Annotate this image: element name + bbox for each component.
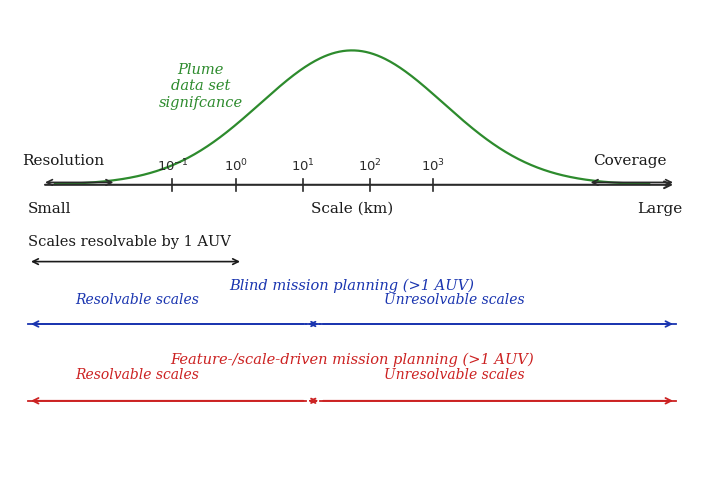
Text: Scales resolvable by 1 AUV: Scales resolvable by 1 AUV	[28, 235, 231, 250]
Text: Small: Small	[28, 202, 72, 216]
Text: $10^{-1}$: $10^{-1}$	[156, 157, 189, 174]
Text: $10^{2}$: $10^{2}$	[358, 157, 382, 174]
Text: Resolvable scales: Resolvable scales	[75, 368, 199, 382]
Text: Scale (km): Scale (km)	[311, 202, 393, 216]
Text: Coverage: Coverage	[593, 154, 667, 168]
Text: Large: Large	[638, 202, 683, 216]
Text: Blind mission planning (>1 AUV): Blind mission planning (>1 AUV)	[230, 278, 474, 293]
Text: Resolvable scales: Resolvable scales	[75, 293, 199, 307]
Text: Resolution: Resolution	[23, 154, 104, 168]
Text: Feature-/scale-driven mission planning (>1 AUV): Feature-/scale-driven mission planning (…	[170, 353, 534, 367]
Text: $10^{3}$: $10^{3}$	[421, 157, 445, 174]
Text: $10^{0}$: $10^{0}$	[224, 157, 248, 174]
Text: Unresolvable scales: Unresolvable scales	[384, 368, 524, 382]
Text: $10^{1}$: $10^{1}$	[291, 157, 315, 174]
Text: Unresolvable scales: Unresolvable scales	[384, 293, 524, 307]
Text: Plume
data set
signifcance: Plume data set signifcance	[158, 63, 243, 109]
